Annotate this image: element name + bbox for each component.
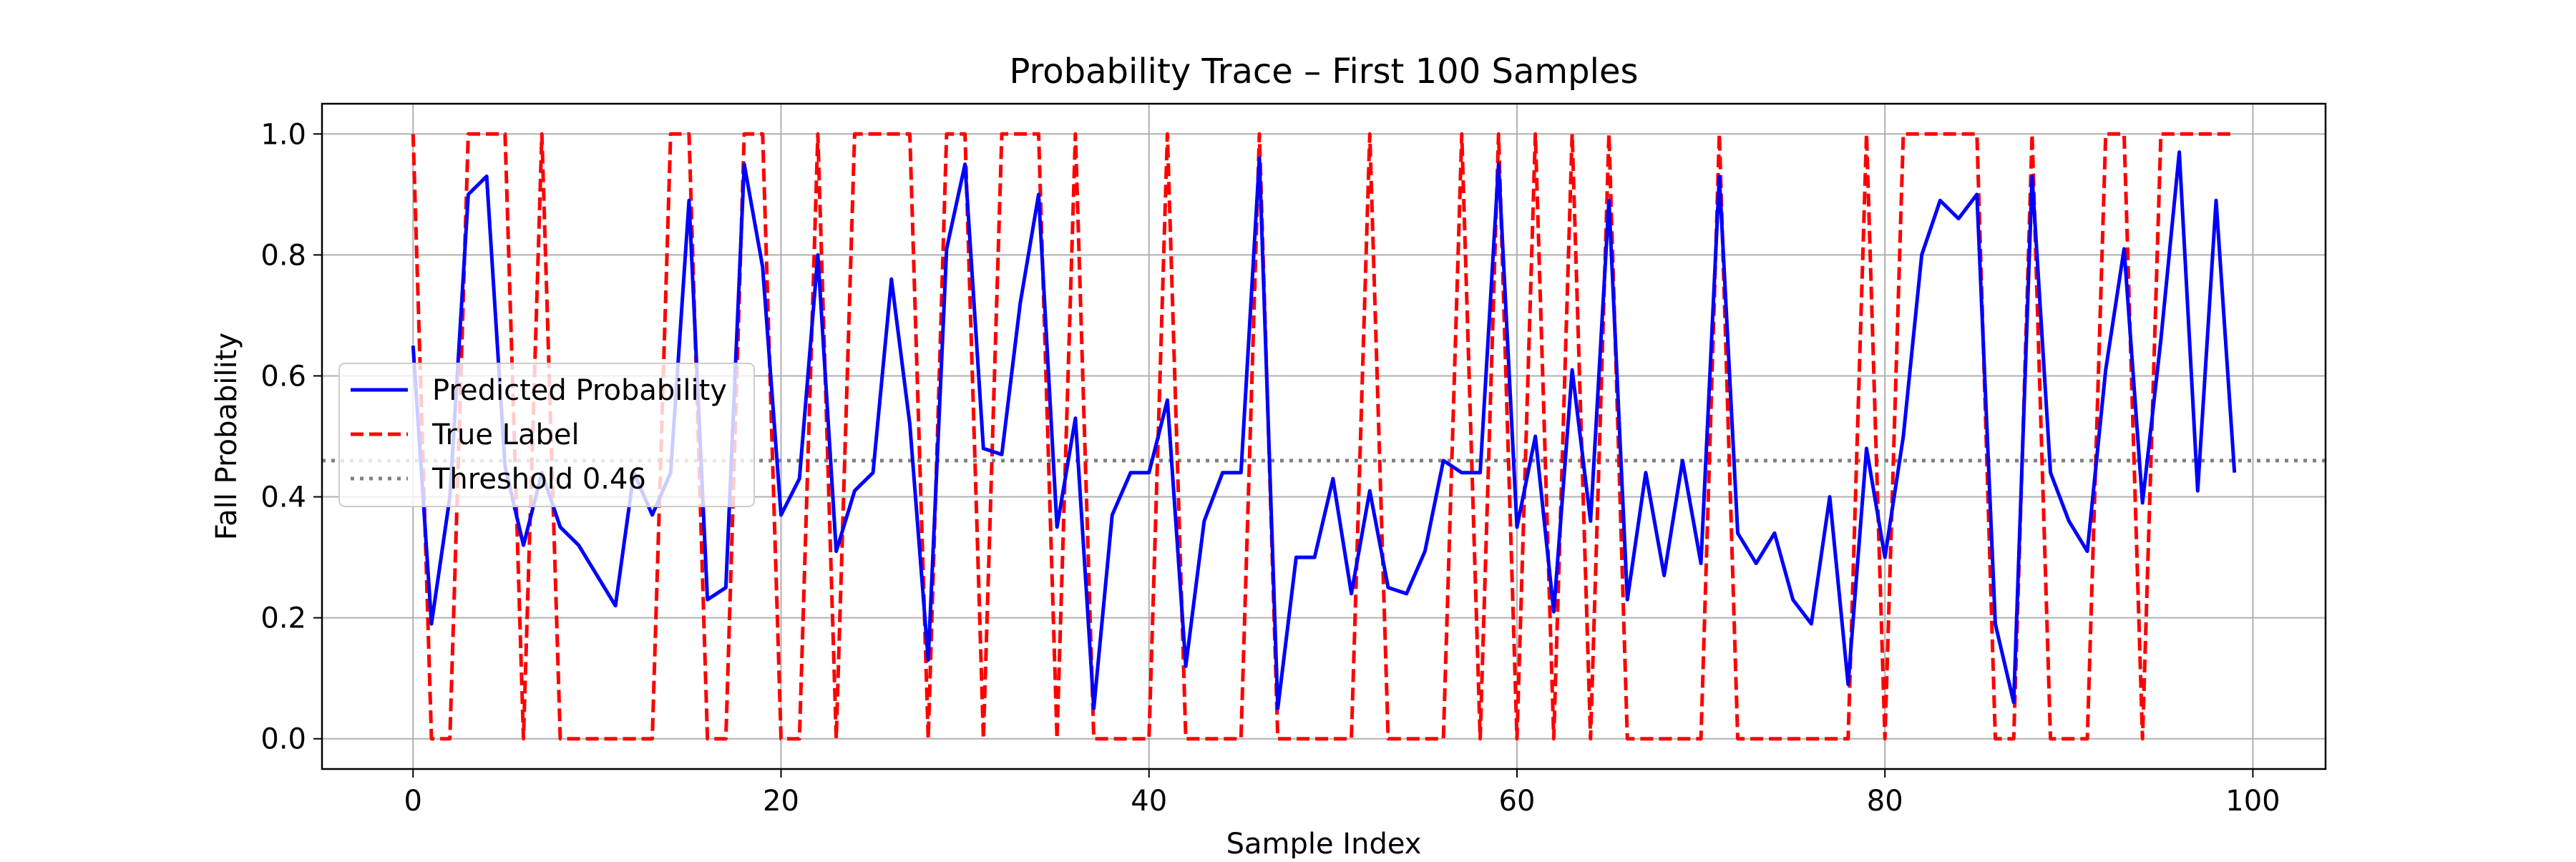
x-tick-label: 40	[1131, 785, 1167, 818]
x-axis-label: Sample Index	[1226, 828, 1422, 858]
legend: Predicted Probability True Label Thresho…	[338, 363, 755, 507]
y-tick-label: 0.8	[260, 239, 306, 272]
y-axis-label: Fall Probability	[210, 333, 243, 540]
y-tick-label: 1.0	[260, 118, 306, 151]
y-tick-label: 0.6	[260, 360, 306, 393]
chart-title: Probability Trace – First 100 Samples	[1010, 52, 1639, 92]
y-tick-label: 0.2	[260, 602, 306, 635]
legend-box	[338, 363, 755, 507]
y-tick-label: 0.4	[260, 481, 306, 514]
true-label-line	[411, 132, 2235, 741]
legend-label-threshold: Threshold 0.46	[431, 463, 646, 496]
axis-ticks: 0 20 40 60 80 100 0.0 0.2 0.4 0.6 0.8 1.0	[260, 118, 2280, 818]
plot-series	[322, 132, 2326, 741]
x-tick-label: 100	[2225, 785, 2280, 818]
y-tick-label: 0.0	[260, 723, 306, 756]
x-tick-label: 60	[1499, 785, 1536, 818]
x-tick-label: 0	[404, 785, 422, 818]
legend-label-predicted: Predicted Probability	[432, 374, 727, 407]
x-tick-label: 80	[1867, 785, 1903, 818]
x-tick-label: 20	[763, 785, 799, 818]
predicted-probability-line	[411, 150, 2237, 710]
legend-label-true-label: True Label	[431, 418, 580, 451]
plot-frame	[321, 102, 2327, 770]
